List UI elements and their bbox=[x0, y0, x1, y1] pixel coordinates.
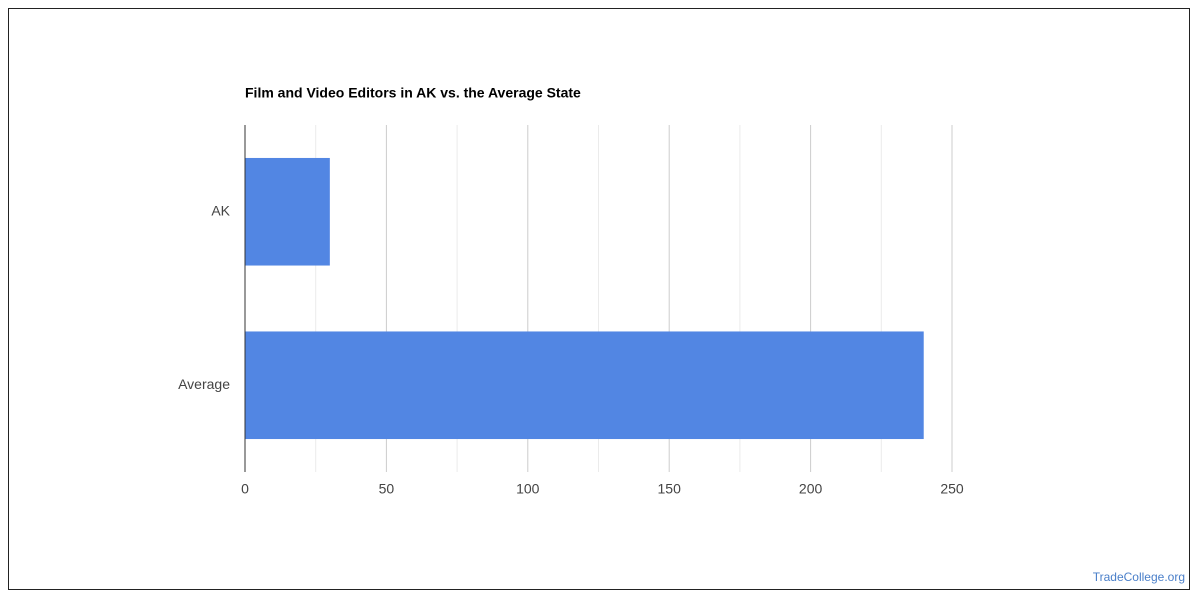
x-tick-label: 100 bbox=[516, 481, 540, 497]
bar bbox=[245, 157, 330, 266]
y-tick-label: AK bbox=[211, 202, 230, 218]
x-tick-label: 150 bbox=[658, 481, 682, 497]
source-label: TradeCollege.org bbox=[1093, 570, 1185, 584]
x-tick-label: 200 bbox=[799, 481, 823, 497]
x-tick-label: 50 bbox=[379, 481, 395, 497]
x-tick-label: 0 bbox=[241, 481, 249, 497]
chart-title: Film and Video Editors in AK vs. the Ave… bbox=[245, 85, 581, 101]
y-tick-label: Average bbox=[178, 376, 230, 392]
bar bbox=[245, 331, 924, 440]
x-tick-label: 250 bbox=[940, 481, 964, 497]
